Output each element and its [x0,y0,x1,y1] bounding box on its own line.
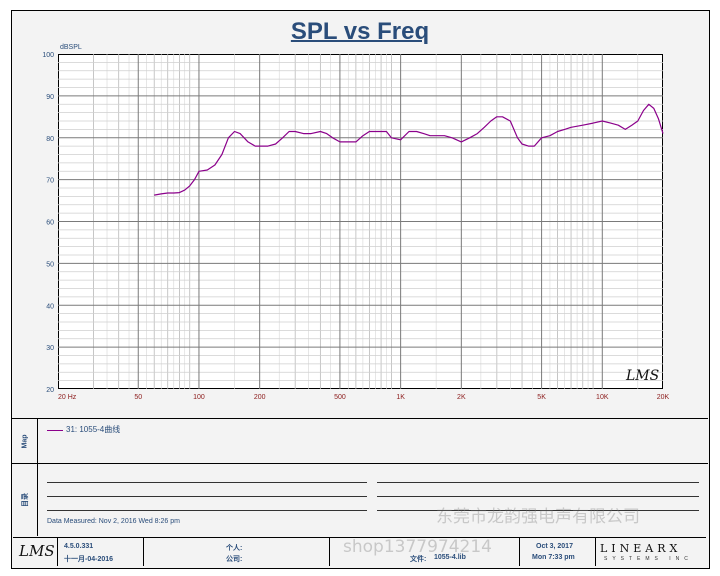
y-tick-labels: 20 30 40 50 60 70 80 90 100 [42,52,54,394]
footer-person-cell: 个人: 公司: [144,538,330,566]
y-tick-label: 60 [46,220,54,227]
x-tick-label: 200 [254,394,266,401]
x-tick-label: 100 [193,394,205,401]
x-tick-labels: 20 Hz 50 100 200 500 1K 2K 5K 10K 20K [58,394,670,401]
footer-company-label: 公司: [226,556,243,563]
linearx-logo-sub: SYSTEMS INC [604,556,693,562]
footer-date-right: Oct 3, 2017 [536,543,573,550]
x-tick-label: 20 Hz [58,394,77,401]
date-measured: Data Measured: Nov 2, 2016 Wed 8:26 pm [47,518,180,525]
footer-logo: LMS [19,542,55,560]
grid-minor [58,54,663,389]
y-tick-label: 40 [46,303,54,310]
y-tick-label: 100 [42,52,54,59]
x-tick-label: 2K [457,394,466,401]
x-tick-label: 50 [134,394,142,401]
footer-bar: LMS 4.5.0.331 十一月-04-2016 个人: 公司: 文件: 10… [13,537,706,566]
footer-date-cn: 十一月-04-2016 [64,556,114,563]
legend-swatch [47,430,63,431]
x-tick-label: 10K [596,394,609,401]
footer-file-cell: 文件: 1055-4.lib [330,538,520,566]
note-line [377,496,699,497]
footer-time-right: Mon 7:33 pm [532,554,575,561]
linearx-logo: LINEARX [600,542,682,555]
x-tick-label: 20K [657,394,670,401]
series-line [154,103,664,196]
note-line [377,482,699,483]
footer-logo-cell: LMS [13,538,58,566]
note-line [47,510,367,511]
footer-file-label: 文件: [410,556,427,563]
legend-entry: 31: 1055-4曲线 [66,425,121,434]
footer-version: 4.5.0.331 [64,543,94,550]
legend-panel-top [11,418,708,419]
footer-date-cell: Oct 3, 2017 Mon 7:33 pm [520,538,596,566]
y-tick-label: 80 [46,136,54,143]
y-tick-label: 90 [46,94,54,101]
note-line [377,510,699,511]
y-tick-label: 20 [46,387,54,394]
notes-panel-label: 目录 [13,464,38,536]
note-line [47,482,367,483]
y-tick-label: 30 [46,345,54,352]
y-tick-label: 70 [46,178,54,185]
y-axis-label: dBSPL [60,44,82,51]
footer-version-cell: 4.5.0.331 十一月-04-2016 [58,538,144,566]
note-line [47,496,367,497]
legend-panel-label: Map [13,419,38,463]
x-tick-label: 1K [396,394,405,401]
footer-person-label: 个人: [226,545,243,552]
footer-file-name: 1055-4.lib [434,554,466,561]
x-tick-label: 500 [334,394,346,401]
plot-logo: LMS [626,368,660,384]
notes-panel-top [11,463,708,464]
chart-title: SPL vs Freq [290,18,430,45]
curves [154,103,664,196]
x-tick-label: 5K [537,394,546,401]
y-tick-label: 50 [46,261,54,268]
